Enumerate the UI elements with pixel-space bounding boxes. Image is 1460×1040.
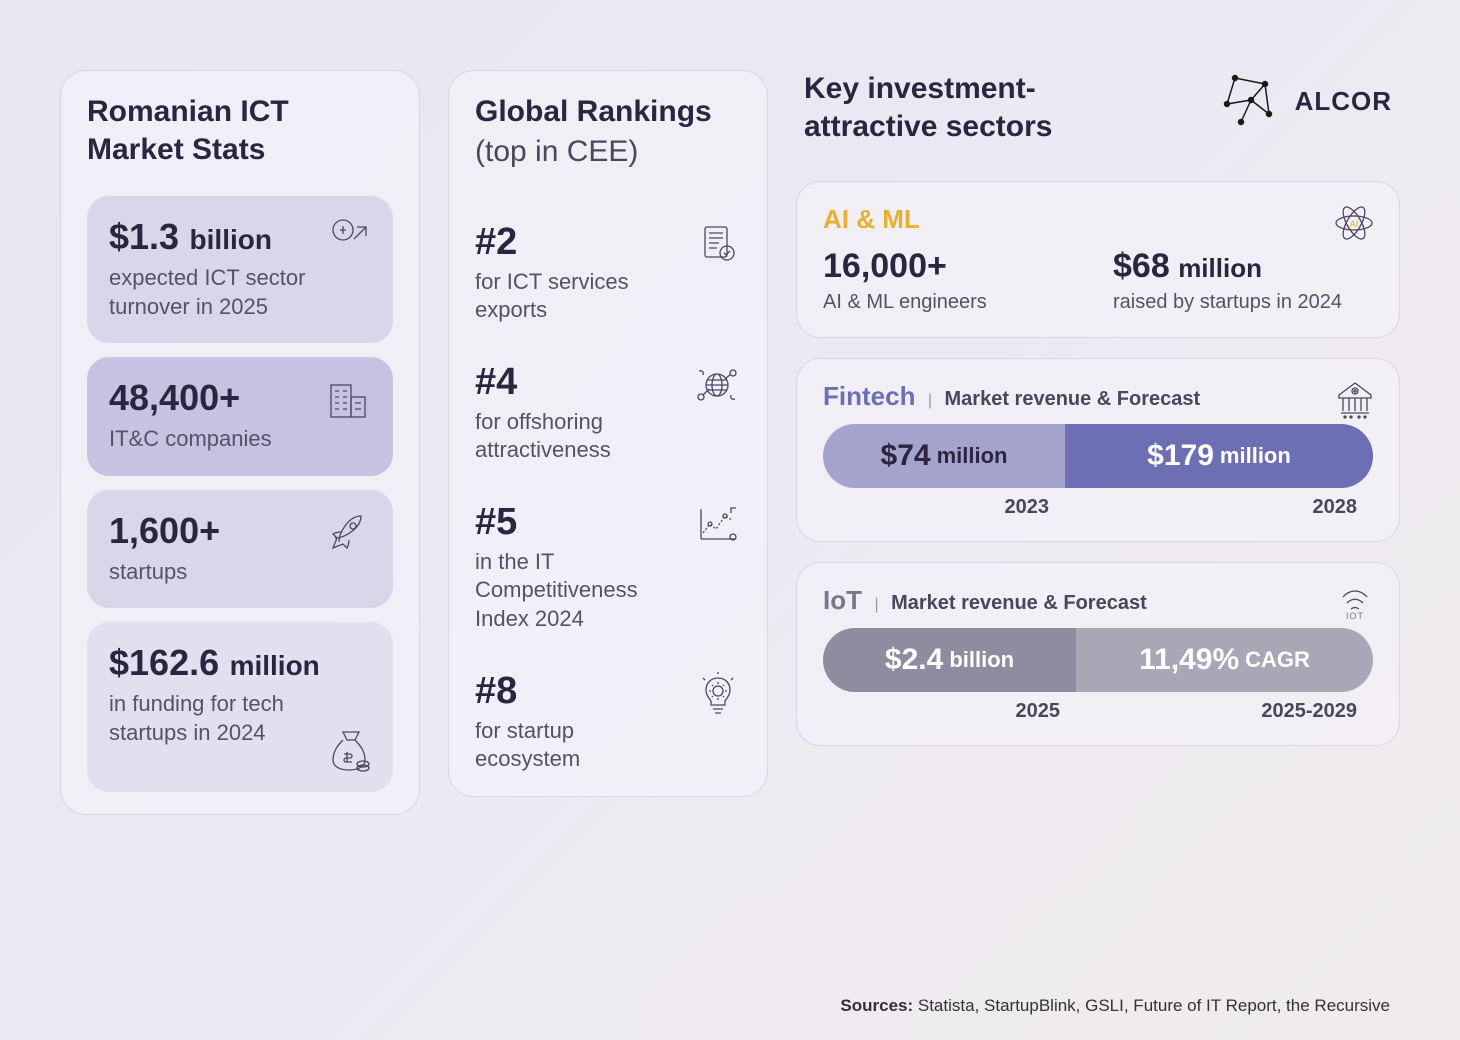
infographic-columns: Romanian ICT Market Stats $1.3 billion e… — [60, 70, 1400, 815]
fintech-bar-2028: $179 million — [1065, 424, 1373, 488]
atom-ai-icon: AI — [1333, 202, 1375, 244]
iot-bar: $2.4 billion 11,49% CAGR — [823, 628, 1373, 692]
stat-desc: expected ICT sector turnover in 2025 — [109, 264, 329, 321]
globe-network-icon — [693, 361, 741, 409]
sector-iot: IoT | Market revenue & Forecast IOT $2.4… — [796, 562, 1400, 746]
sector-title: Fintech — [823, 381, 915, 411]
fintech-bar: $74 million $179 million — [823, 424, 1373, 488]
stat-unit: billion — [190, 224, 272, 255]
rank-item-ecosystem: #8 for startup ecosystem — [475, 670, 741, 774]
stat-desc: raised by startups in 2024 — [1113, 290, 1373, 315]
money-arrow-icon — [327, 214, 373, 260]
bank-icon — [1335, 379, 1375, 419]
brand-name: ALCOR — [1295, 86, 1392, 117]
rank-desc: for ICT services exports — [475, 268, 685, 325]
rocket-icon — [327, 508, 373, 554]
rankings-panel: Global Rankings (top in CEE) #2 for ICT … — [448, 70, 768, 797]
stat-card-funding: $162.6 million in funding for tech start… — [87, 622, 393, 792]
iot-bar-2025: $2.4 billion — [823, 628, 1076, 692]
rankings-subtitle: (top in CEE) — [475, 135, 741, 169]
rank-number: #4 — [475, 361, 687, 404]
stat-value: 48,400+ — [109, 377, 240, 418]
sector-fintech: Fintech | Market revenue & Forecast $74 … — [796, 358, 1400, 542]
stat-desc: in funding for tech startups in 2024 — [109, 690, 329, 747]
stat-value: 16,000+ — [823, 247, 947, 285]
stat-card-turnover: $1.3 billion expected ICT sector turnove… — [87, 196, 393, 343]
sector-title: AI & ML — [823, 204, 920, 235]
iot-bar-cagr: 11,49% CAGR — [1076, 628, 1373, 692]
iot-bar-labels: 2025 2025-2029 — [823, 700, 1373, 723]
svg-text:AI: AI — [1350, 219, 1359, 229]
buildings-icon — [325, 375, 373, 423]
moneybag-icon — [325, 726, 373, 774]
brand-logo: ALCOR — [1217, 70, 1392, 132]
stat-card-startups: 1,600+ startups — [87, 490, 393, 609]
stat-value: 1,600+ — [109, 510, 220, 551]
rankings-title: Global Rankings — [475, 93, 741, 131]
sources-line: Sources: Statista, StartupBlink, GSLI, F… — [840, 996, 1390, 1016]
rank-number: #5 — [475, 501, 687, 544]
document-check-icon — [697, 221, 741, 265]
stat-value: $68 — [1113, 247, 1170, 285]
rank-desc: for startup ecosystem — [475, 717, 685, 774]
growth-chart-icon — [695, 501, 741, 547]
ai-stat-raised: $68 million raised by startups in 2024 — [1113, 247, 1373, 315]
stat-desc: IT&C companies — [109, 425, 329, 454]
stat-unit: million — [1178, 253, 1262, 283]
stat-desc: AI & ML engineers — [823, 290, 1083, 315]
fintech-bar-labels: 2023 2028 — [823, 496, 1373, 519]
svg-text:IOT: IOT — [1346, 611, 1364, 621]
stat-unit: million — [230, 650, 320, 681]
stat-value: $162.6 — [109, 642, 219, 683]
rank-number: #8 — [475, 670, 687, 713]
ai-stat-engineers: 16,000+ AI & ML engineers — [823, 247, 1083, 315]
alcor-logo-icon — [1217, 70, 1279, 132]
sector-subtitle: Market revenue & Forecast — [945, 388, 1201, 410]
sectors-title: Key investment-attractive sectors — [804, 70, 1094, 145]
sector-title: IoT — [823, 585, 862, 615]
sector-ai-ml: AI & ML AI 16,000+ AI & ML engineers $68… — [796, 181, 1400, 338]
stat-value: $1.3 — [109, 216, 179, 257]
sector-subtitle: Market revenue & Forecast — [891, 592, 1147, 614]
rank-item-offshoring: #4 for offshoring attractiveness — [475, 361, 741, 465]
rank-desc: for offshoring attractiveness — [475, 408, 685, 465]
fintech-bar-2023: $74 million — [823, 424, 1065, 488]
stat-desc: startups — [109, 558, 329, 587]
ict-stats-title: Romanian ICT Market Stats — [87, 93, 393, 168]
rank-number: #2 — [475, 221, 687, 264]
ict-stats-panel: Romanian ICT Market Stats $1.3 billion e… — [60, 70, 420, 815]
rank-desc: in the IT Competitiveness Index 2024 — [475, 548, 685, 634]
stat-card-companies: 48,400+ IT&C companies — [87, 357, 393, 476]
sectors-header: Key investment-attractive sectors ALCOR — [796, 70, 1400, 145]
gear-bulb-icon — [695, 670, 741, 716]
iot-signal-icon: IOT — [1335, 583, 1375, 623]
sectors-column: Key investment-attractive sectors ALCOR … — [796, 70, 1400, 766]
rank-item-exports: #2 for ICT services exports — [475, 221, 741, 325]
rank-item-competitiveness: #5 in the IT Competitiveness Index 2024 — [475, 501, 741, 634]
